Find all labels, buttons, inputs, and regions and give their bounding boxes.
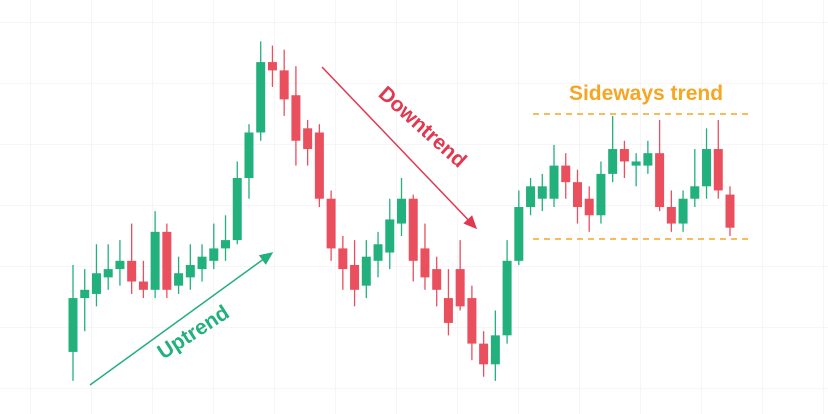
candle-body	[643, 153, 653, 166]
candle-body	[174, 273, 184, 286]
candle-body	[561, 165, 571, 183]
candle-body	[619, 149, 629, 162]
candle-body	[361, 256, 371, 286]
candle-body	[115, 260, 125, 270]
candle-body	[713, 149, 723, 191]
candle-body	[256, 62, 266, 133]
candle-body	[725, 194, 735, 228]
candle-body	[655, 153, 665, 207]
candle-body	[185, 264, 195, 278]
candle-body	[690, 186, 700, 199]
candle-body	[443, 298, 453, 323]
candle-body	[584, 198, 594, 216]
candle-body	[678, 198, 688, 224]
candle-body	[279, 70, 289, 100]
candle-body	[397, 198, 406, 224]
candle-body	[537, 186, 547, 199]
candle-body	[408, 198, 418, 261]
candle-body	[80, 289, 90, 299]
candle-body	[68, 298, 78, 352]
candle-body	[490, 335, 500, 365]
candle-body	[502, 260, 512, 336]
candle-body	[526, 186, 536, 207]
annotation: Sideways trend	[569, 82, 723, 105]
candle-body	[373, 244, 383, 261]
candle-body	[197, 256, 207, 270]
candle-body	[479, 343, 489, 365]
candle-body	[467, 298, 477, 344]
candle-body	[350, 264, 360, 290]
candle-body	[267, 62, 277, 71]
candle-body	[162, 231, 172, 290]
candle-body	[103, 269, 113, 278]
candle-body	[514, 207, 524, 261]
candle-body	[549, 165, 559, 199]
candle-body	[326, 198, 336, 249]
candle-body	[303, 128, 313, 150]
candle-body	[338, 248, 348, 270]
candle-body	[420, 248, 430, 278]
candle-body	[572, 182, 582, 207]
candle-body	[127, 260, 137, 282]
uptrend-arrow	[89, 252, 274, 386]
candle-body	[314, 132, 324, 199]
candle-body	[138, 281, 148, 290]
candle-body	[209, 248, 219, 261]
candle-body	[232, 178, 242, 241]
candle-body	[432, 269, 442, 290]
candle-body	[221, 240, 231, 249]
candle-body	[666, 207, 676, 224]
candle-body	[608, 149, 618, 174]
candles	[68, 41, 735, 381]
candle-body	[91, 273, 101, 294]
candle-body	[455, 269, 465, 307]
candle-body	[596, 173, 606, 216]
candle-body	[150, 231, 160, 290]
downtrend-arrow	[321, 66, 478, 230]
candle-body	[291, 95, 301, 141]
candle-body	[244, 132, 254, 179]
candle-body	[702, 149, 712, 187]
candle-body	[385, 219, 395, 253]
candle-body	[631, 161, 641, 166]
